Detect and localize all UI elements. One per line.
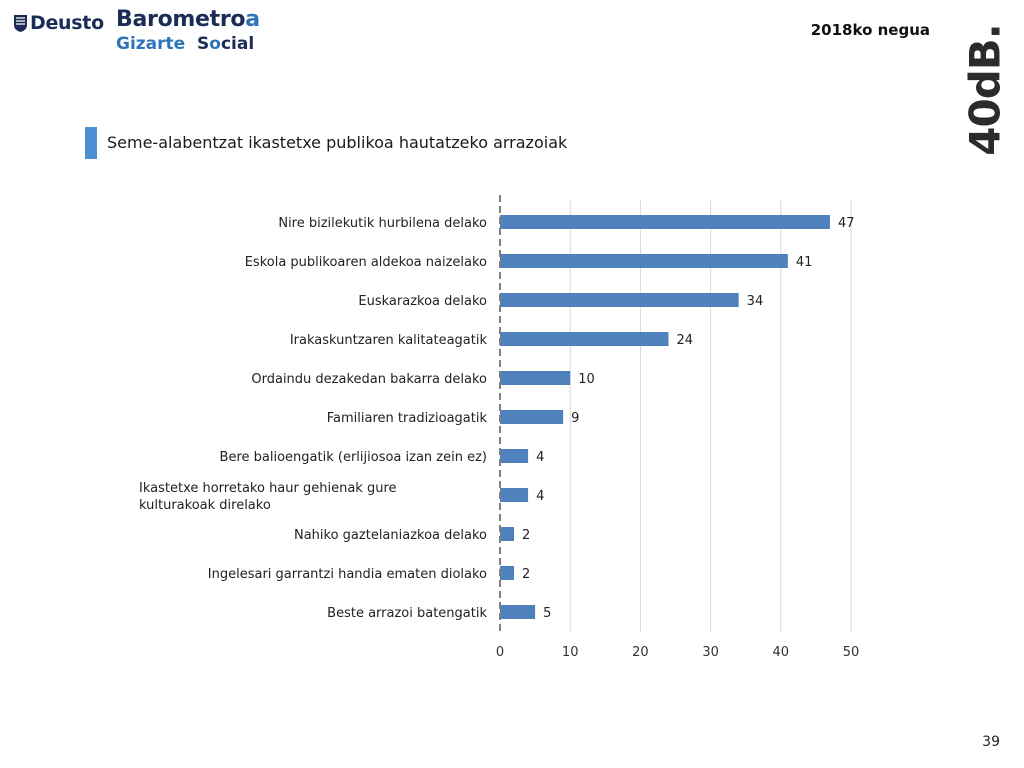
value-label-3: 24 [676, 333, 693, 348]
barometro-logo: Barometroa Gizarte Social [116, 9, 260, 53]
shield-icon [14, 14, 27, 32]
value-label-4: 10 [578, 372, 595, 387]
bar-4 [500, 371, 571, 385]
value-label-9: 2 [522, 567, 530, 582]
value-label-10: 5 [543, 606, 551, 621]
x-tick-label-4: 40 [773, 645, 790, 660]
barometro-accent: a [245, 7, 260, 32]
category-label-0: Nire bizilekutik hurbilena delako [278, 216, 487, 231]
category-label-2: Euskarazkoa delako [358, 294, 487, 309]
x-tick-label-3: 30 [702, 645, 719, 660]
value-label-6: 4 [536, 450, 544, 465]
category-label-3: Irakaskuntzaren kalitateagatik [290, 333, 488, 348]
value-label-2: 34 [747, 294, 764, 309]
40db-logo: 40dB. [960, 24, 1010, 156]
bar-chart: 0 10 20 30 40 50 47 Nire bizilekutik hurbilena … [139, 195, 860, 660]
bar-7 [500, 488, 529, 502]
barometro-main: Barometro [116, 7, 246, 32]
gizarte-social: Gizarte Social [116, 36, 260, 53]
category-label-1: Eskola publikoaren aldekoa naizelako [245, 255, 487, 270]
x-tick-label-0: 0 [496, 645, 504, 660]
x-tick-label-2: 20 [632, 645, 649, 660]
category-label-9: Ingelesari garrantzi handia ematen diola… [208, 567, 487, 582]
category-label-10: Beste arrazoi batengatik [327, 606, 487, 621]
bar-2 [500, 293, 739, 307]
social-o: o [209, 34, 221, 54]
title-accent-bar [85, 127, 97, 159]
x-tick-label-1: 10 [562, 645, 579, 660]
gizarte-text: Gizarte [116, 34, 186, 54]
chart-title: Seme-alabentzat ikastetxe publikoa hauta… [107, 133, 568, 152]
category-label-8: Nahiko gaztelaniazkoa delako [294, 528, 487, 543]
bar-0 [500, 215, 830, 229]
value-label-1: 41 [796, 255, 813, 270]
value-label-8: 2 [522, 528, 530, 543]
social-s: S [197, 34, 210, 54]
bar-3 [500, 332, 669, 346]
category-label-7: Ikastetxe horretako haur gehienak gure ku… [139, 481, 397, 513]
value-label-0: 47 [838, 216, 855, 231]
category-label-5: Familiaren tradizioagatik [327, 411, 488, 426]
category-label-6: Bere balioengatik (erlijiosoa izan zein … [220, 450, 487, 465]
value-label-7: 4 [536, 489, 544, 504]
page-number: 39 [982, 734, 1000, 750]
category-label-4: Ordaindu dezakedan bakarra delako [251, 372, 487, 387]
header: Deusto Barometroa Gizarte Social 2018ko … [0, 0, 1024, 70]
season-label: 2018ko negua [810, 21, 930, 39]
bar-8 [500, 527, 515, 541]
x-tick-label-5: 50 [843, 645, 860, 660]
value-label-5: 9 [571, 411, 579, 426]
bar-1 [500, 254, 788, 268]
barometro-title: Barometroa [116, 9, 260, 31]
bar-9 [500, 566, 515, 580]
social-rest: cial [220, 34, 255, 54]
bar-10 [500, 605, 536, 619]
deusto-logo: Deusto [14, 12, 104, 34]
bar-6 [500, 449, 529, 463]
deusto-wordmark: Deusto [30, 12, 104, 34]
bar-5 [500, 410, 564, 424]
